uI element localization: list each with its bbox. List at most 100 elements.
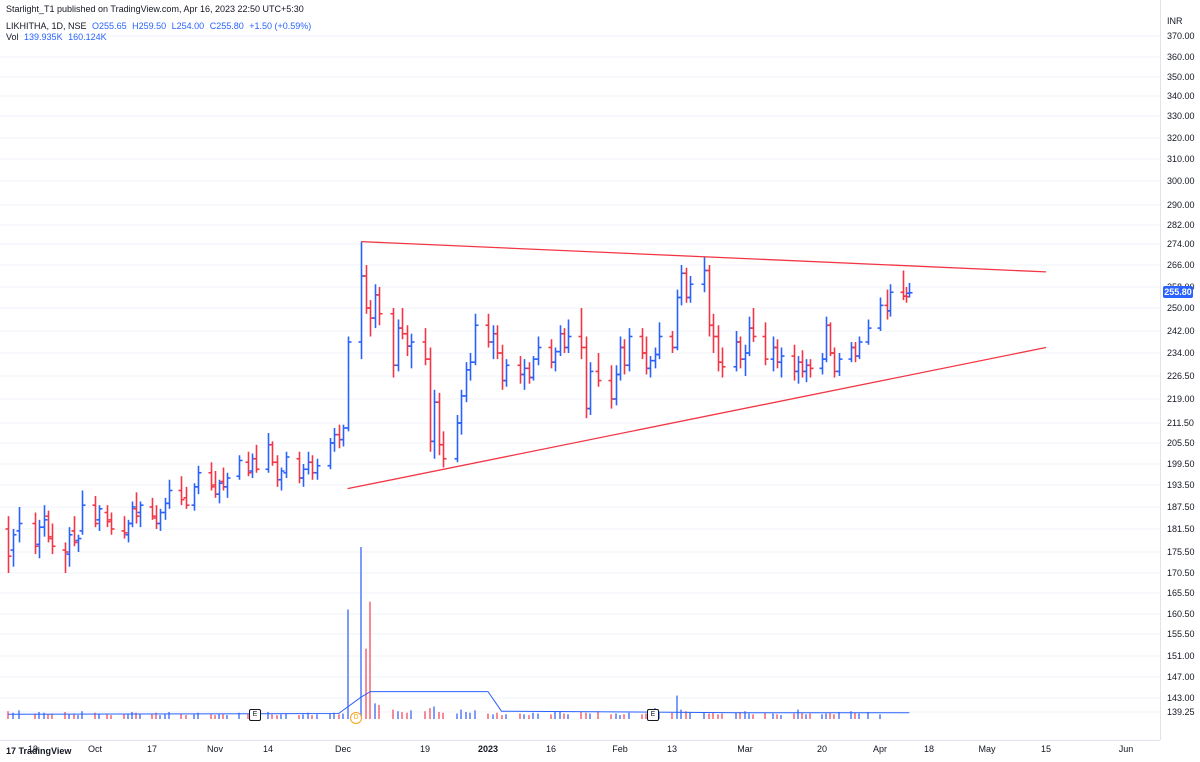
volume-bar [7, 711, 9, 719]
volume-bar [739, 711, 741, 719]
volume-label: Vol [6, 32, 19, 42]
volume-bar [131, 711, 133, 719]
ohlc-bar [565, 319, 572, 353]
ohlc-bar [390, 308, 397, 378]
price-scale[interactable]: INR 370.00 360.00 350.00 340.00 330.00 320.00… [1160, 0, 1200, 740]
ohlc-bars [5, 241, 913, 573]
ohlc-bar [133, 492, 140, 524]
ohlc-bar [807, 359, 814, 378]
volume-bar [867, 711, 869, 719]
volume-bar [342, 713, 344, 719]
tradingview-logo[interactable]: 17 TradingView [6, 746, 71, 756]
volume-bar [805, 714, 807, 719]
volume-bar [159, 715, 161, 719]
dividend-marker[interactable]: D [350, 712, 362, 724]
ohlc-bar [245, 451, 252, 477]
volume-bar [168, 711, 170, 719]
ohlc-bar [96, 505, 103, 531]
volume-bar [829, 712, 831, 719]
ohlc-bar [517, 356, 524, 384]
ohlc-bar [750, 308, 757, 342]
volume-bar [365, 648, 367, 719]
volume-bar [64, 711, 66, 719]
volume-bar [801, 712, 803, 719]
ohlc-bar [283, 451, 290, 478]
ohlc-bar [224, 472, 231, 498]
volume-bar [519, 713, 521, 719]
volume-bar [680, 709, 682, 719]
volume-bar [615, 713, 617, 719]
ohlc-bar [404, 325, 411, 357]
price-tick: 181.50 [1167, 524, 1195, 534]
currency-label: INR [1167, 16, 1183, 26]
volume-bar [879, 714, 881, 719]
ohlc-bar [108, 512, 115, 535]
ohlc-bar [195, 465, 202, 495]
volume-bar [94, 712, 96, 719]
volume-bar [123, 714, 125, 719]
volume-bar [139, 714, 141, 719]
earnings-marker[interactable]: E [249, 709, 261, 721]
volume-bar [438, 711, 440, 719]
time-tick: Jun [1118, 744, 1134, 754]
volume-bar [110, 715, 112, 719]
close-value: C255.80 [209, 21, 244, 31]
brand-text: TradingView [18, 746, 72, 756]
time-tick: 14 [262, 744, 274, 754]
earnings-marker[interactable]: E [647, 709, 659, 721]
volume-bar [226, 715, 228, 719]
ohlc-bar [774, 339, 781, 369]
volume-bar [772, 713, 774, 719]
ohlc-bar [36, 519, 43, 559]
volume-bar [38, 711, 40, 719]
ohlc-bar [827, 322, 834, 357]
volume-ma-line [7, 691, 910, 715]
ohlc-bar [71, 516, 78, 547]
trendline-upper [361, 240, 1047, 273]
volume-bar [433, 706, 435, 719]
volume-bar [280, 714, 282, 719]
ohlc-bar [561, 328, 568, 353]
ohlc-bar [463, 362, 470, 403]
volume-bar [776, 714, 778, 719]
volume-bar [185, 715, 187, 719]
volume-bar [821, 714, 823, 719]
volume-bar [735, 712, 737, 719]
price-chart[interactable] [0, 0, 1160, 740]
volume-bar [329, 713, 331, 719]
ohlc-bar [669, 331, 676, 353]
volume-bar [641, 714, 643, 719]
volume-bar [505, 714, 507, 719]
price-tick: 151.00 [1167, 651, 1195, 661]
volume-bar [247, 714, 249, 719]
time-scale[interactable]: 19 Oct 17 Nov 14 Dec 19 2023 16 Feb 13 Mar 20 Apr 18 Ma… [0, 740, 1160, 762]
ohlc-bar [121, 516, 128, 539]
ohlc-bar [440, 431, 447, 468]
ohlc-bar [314, 458, 321, 480]
volume-bar [797, 709, 799, 719]
volume-bar [597, 711, 599, 719]
ohlc-bar [32, 512, 39, 555]
volume-bar [780, 715, 782, 719]
price-tick: 219.00 [1167, 394, 1195, 404]
ohlc-bar [746, 316, 753, 357]
ohlc-bar [162, 497, 169, 520]
low-value: L254.00 [171, 21, 205, 31]
volume-bar [809, 713, 811, 719]
volume-bar [271, 714, 273, 719]
ohlc-bar [595, 353, 602, 387]
price-tick: 226.50 [1167, 371, 1195, 381]
volume-bar [550, 714, 552, 719]
volume-bar [378, 704, 380, 719]
ohlc-bar [906, 282, 913, 298]
volume-ma [7, 691, 910, 715]
ohlc-bar [795, 356, 802, 384]
ohlc-bar [436, 392, 443, 456]
volume-bar [406, 712, 408, 719]
ohlc-bar [647, 356, 654, 378]
ohlc-bar [778, 347, 785, 378]
volume-bar [703, 712, 705, 719]
price-tick: 282.00 [1167, 220, 1195, 230]
last-price-tag: 255.80 [1163, 286, 1193, 298]
volume-bar [429, 708, 431, 719]
